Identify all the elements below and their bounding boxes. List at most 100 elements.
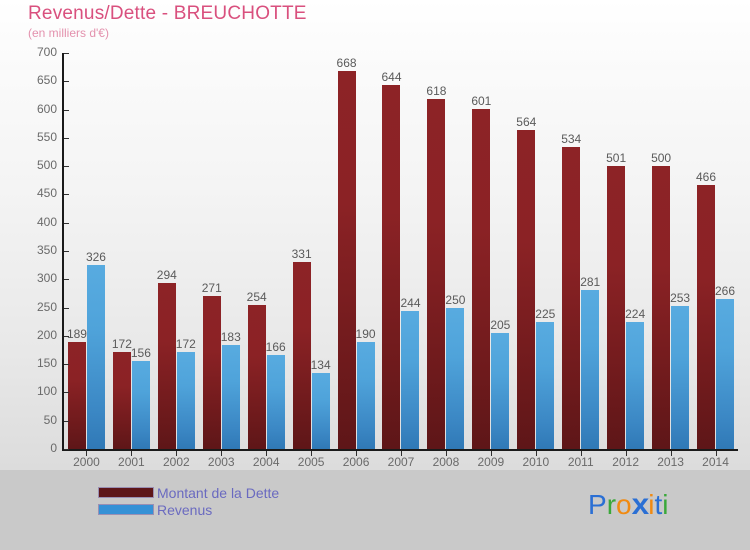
y-tick-label: 700 — [36, 45, 57, 59]
bar-group: 500 253 — [648, 53, 693, 449]
bar-revenue[interactable]: 172 — [176, 337, 196, 449]
logo-letter: i — [648, 489, 655, 520]
bar-revenue[interactable]: 134 — [311, 358, 331, 449]
bar-revenue[interactable]: 156 — [131, 346, 151, 449]
bar-revenue[interactable]: 166 — [266, 340, 286, 449]
y-tick-label: 500 — [36, 158, 57, 173]
y-tick: 700 — [37, 45, 69, 59]
y-tick-label: 550 — [36, 129, 57, 144]
bar-debt[interactable]: 466 — [696, 170, 716, 449]
bar-value-label: 668 — [336, 56, 357, 71]
bar-debt[interactable]: 172 — [112, 337, 132, 449]
x-tick-mark — [490, 451, 492, 456]
bar-value-label: 266 — [715, 283, 736, 298]
logo-letter: P — [588, 489, 607, 520]
y-tick-mark — [64, 335, 69, 337]
y-tick-label: 350 — [36, 243, 57, 257]
y-tick-mark — [64, 166, 69, 168]
bar-debt[interactable]: 618 — [426, 84, 446, 449]
y-tick-mark — [64, 137, 69, 139]
bar-debt[interactable]: 644 — [381, 70, 402, 449]
bar-revenue[interactable]: 250 — [445, 293, 465, 449]
bar-group: 189 326 — [64, 53, 109, 449]
bar-revenue[interactable]: 266 — [715, 284, 735, 449]
y-tick-label: 400 — [36, 214, 57, 229]
y-tick-mark — [64, 194, 69, 196]
bar-revenue[interactable]: 326 — [86, 250, 106, 449]
bar-value-label: 190 — [355, 326, 376, 341]
bar-group: 564 225 — [513, 53, 558, 449]
y-tick-mark — [64, 449, 69, 450]
bar-group: 172 156 — [109, 53, 154, 449]
bar-revenue[interactable]: 225 — [535, 307, 555, 449]
x-tick-mark — [580, 451, 582, 456]
bar-value-label: 326 — [85, 249, 106, 264]
bar-value-label: 225 — [535, 306, 556, 321]
x-axis-labels: 2000 2001 2002 2003 2004 2005 2006 2007 2008 2009… — [62, 455, 738, 473]
bar-value-label: 254 — [246, 290, 267, 305]
bar-revenue[interactable]: 281 — [580, 275, 600, 449]
title-block: Revenus/Dette - BREUCHOTTE (en milliers … — [28, 3, 307, 41]
x-axis-label: 2003 — [207, 455, 235, 469]
y-tick: 550 — [37, 130, 69, 144]
bar-value-label: 250 — [445, 292, 466, 307]
bar-value-label: 166 — [265, 340, 286, 355]
bar-debt[interactable]: 601 — [471, 94, 491, 449]
bar-revenue[interactable]: 205 — [490, 318, 510, 449]
x-tick-mark — [670, 451, 672, 456]
y-tick: 600 — [37, 102, 69, 116]
bar-debt[interactable]: 331 — [292, 247, 312, 449]
bar-revenue[interactable]: 244 — [400, 296, 421, 449]
x-tick-mark — [625, 451, 627, 456]
chart-subtitle: (en milliers d'€) — [28, 26, 109, 40]
y-tick: 150 — [37, 356, 69, 370]
y-tick-label: 200 — [36, 327, 57, 342]
bar-value-label: 205 — [490, 318, 511, 333]
bar-group: 601 205 — [468, 53, 513, 449]
bar-debt[interactable]: 254 — [247, 290, 267, 449]
legend-label-revenue: Revenus — [157, 501, 213, 518]
bar-debt[interactable]: 189 — [67, 327, 87, 449]
bar-debt[interactable]: 668 — [337, 56, 357, 449]
bar-revenue[interactable]: 253 — [670, 291, 690, 449]
bar-debt[interactable]: 294 — [157, 268, 177, 449]
x-tick-mark — [715, 451, 717, 456]
x-axis-line — [62, 449, 738, 451]
y-tick-mark — [64, 222, 69, 224]
proxiti-logo[interactable]: Proxiti — [588, 489, 669, 521]
x-tick-mark — [535, 451, 537, 456]
bar-value-label: 271 — [201, 280, 222, 295]
legend-label-debt: Montant de la Dette — [157, 484, 280, 501]
y-tick-label: 50 — [43, 412, 57, 427]
bar-debt[interactable]: 500 — [651, 151, 671, 449]
y-tick-mark — [64, 420, 69, 422]
bar-group: 254 166 — [244, 53, 289, 449]
bar-value-label: 501 — [606, 150, 627, 165]
bar-revenue[interactable]: 224 — [625, 307, 645, 449]
legend-item-revenue[interactable]: Revenus — [98, 501, 279, 518]
chart-title: Revenus/Dette - BREUCHOTTE — [28, 3, 307, 24]
legend-item-debt[interactable]: Montant de la Dette — [98, 484, 280, 501]
bar-value-label: 331 — [291, 246, 312, 261]
logo-letter: x — [631, 488, 649, 521]
x-axis-label: 2007 — [387, 455, 415, 469]
y-tick: 0 — [50, 441, 69, 455]
bar-value-label: 564 — [516, 114, 537, 129]
bar-debt[interactable]: 564 — [516, 115, 536, 449]
y-tick-label: 650 — [36, 73, 57, 88]
bar-value-label: 156 — [130, 345, 151, 360]
legend-swatch-revenue-icon — [98, 504, 154, 515]
x-tick-mark — [401, 451, 402, 456]
bar-revenue[interactable]: 190 — [356, 327, 376, 449]
y-tick-mark — [64, 251, 69, 252]
bar-debt[interactable]: 271 — [202, 281, 222, 449]
bar-value-label: 618 — [426, 84, 447, 99]
y-tick: 50 — [44, 413, 69, 427]
bar-group: 618 250 — [423, 53, 468, 449]
bar-debt[interactable]: 534 — [561, 132, 581, 449]
y-tick-mark — [64, 392, 69, 394]
bar-debt[interactable]: 501 — [606, 151, 626, 449]
bar-revenue[interactable]: 183 — [221, 330, 241, 449]
x-axis-label: 2002 — [162, 455, 190, 469]
